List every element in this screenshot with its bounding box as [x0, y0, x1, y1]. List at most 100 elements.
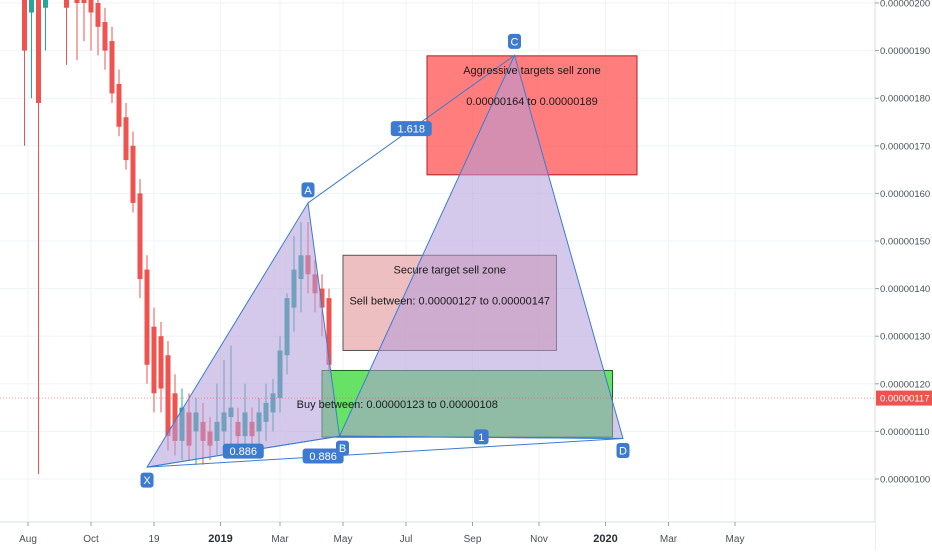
- candle: [158, 321, 164, 413]
- point-label-text: D: [619, 446, 627, 458]
- time-tick-label: May: [334, 534, 353, 545]
- ratio-label: 0.886: [302, 448, 344, 464]
- candle: [29, 0, 34, 99]
- ratio-label-text: 0.886: [309, 451, 337, 463]
- time-tick-label: Mar: [660, 534, 678, 545]
- time-tick-label: May: [726, 534, 745, 545]
- ratio-label-text: 1: [478, 432, 484, 444]
- time-axis[interactable]: Aug Oct 19 2019 Mar May Jul Sep Nov 2020 Mar May: [0, 521, 875, 550]
- time-tick-label: Jul: [400, 534, 413, 545]
- candle-body: [43, 0, 48, 8]
- zone-labels-layer: Aggressive targets sell zone 0.00000164 t…: [297, 65, 601, 411]
- candle-body: [64, 0, 69, 8]
- price-tick-label: 0.00000160: [880, 189, 930, 200]
- pattern-line-XD: [146, 438, 624, 468]
- point-label-text: A: [304, 185, 312, 197]
- pattern-point-b[interactable]: B: [336, 440, 349, 456]
- candle-body: [95, 3, 101, 27]
- candle-body: [319, 288, 325, 308]
- candle-body: [109, 41, 115, 94]
- time-tick-label: Oct: [83, 534, 99, 545]
- candle-body: [130, 145, 136, 203]
- time-tick-label: Nov: [530, 534, 548, 545]
- candle-body: [116, 83, 122, 127]
- price-tick-label: 0.00000150: [880, 237, 930, 248]
- candle-body: [137, 193, 143, 280]
- point-label-bg: [508, 33, 521, 49]
- candle: [64, 0, 69, 65]
- candle-body: [88, 0, 94, 13]
- candle-body: [102, 22, 108, 51]
- pattern-point-c[interactable]: C: [508, 33, 521, 49]
- ratio-label-bg: [222, 443, 264, 459]
- price-tick-label: 0.00000130: [880, 332, 930, 343]
- candle-body: [172, 393, 178, 441]
- price-tick-label: 0.00000200: [880, 0, 930, 10]
- ratio-label-text: 0.886: [229, 446, 257, 458]
- ratio-label-bg: [390, 121, 432, 137]
- candle: [130, 131, 136, 213]
- pattern-point-x[interactable]: X: [140, 472, 154, 488]
- candle: [95, 0, 101, 56]
- price-tick-label: 0.00000190: [880, 46, 930, 57]
- time-axis-bg: [0, 522, 875, 550]
- time-tick-label: 2019: [208, 533, 232, 545]
- point-label-bg: [616, 443, 630, 459]
- candle: [88, 0, 94, 51]
- candle: [109, 26, 115, 103]
- time-tick-label: Mar: [271, 534, 289, 545]
- candle: [22, 0, 27, 146]
- candle: [43, 0, 48, 51]
- price-tick-label: 0.00000100: [880, 475, 930, 486]
- candle: [137, 179, 143, 299]
- candle-body: [158, 336, 164, 389]
- candle: [36, 0, 41, 475]
- pattern-point-d[interactable]: D: [616, 443, 630, 459]
- point-label-bg: [301, 182, 315, 198]
- candle-body: [326, 298, 332, 365]
- price-tick-label: 0.00000170: [880, 141, 930, 152]
- candle: [116, 69, 122, 137]
- candle-body: [151, 326, 157, 394]
- candle-body: [29, 0, 34, 13]
- candle: [144, 255, 150, 384]
- ratio-label: 0.886: [222, 443, 264, 459]
- time-tick-label: 19: [148, 534, 160, 545]
- candle-body: [81, 0, 87, 3]
- point-label-text: C: [511, 36, 519, 48]
- zone-detail: Buy between: 0.00000123 to 0.00000108: [297, 399, 498, 411]
- candle-body: [165, 355, 171, 437]
- zone-detail: Sell between: 0.00000127 to 0.00000147: [349, 295, 550, 307]
- price-tick-label: 0.00000180: [880, 94, 930, 105]
- zone-detail: 0.00000164 to 0.00000189: [466, 96, 598, 108]
- point-label-bg: [140, 472, 154, 488]
- candle-body: [74, 0, 80, 3]
- price-tick-label: 0.00000110: [880, 427, 930, 438]
- price-tick-label: 0.00000120: [880, 379, 930, 390]
- harmonic-pattern[interactable]: 0.886 1.618 1 0.886 X A B C D: [140, 33, 630, 488]
- zone-title: Secure target sell zone: [393, 264, 506, 276]
- price-axis-bg: [875, 0, 932, 550]
- candle: [123, 102, 129, 170]
- current-price-tag: [876, 390, 932, 406]
- time-tick-label: Sep: [464, 534, 482, 545]
- ratio-label: 1.618: [390, 121, 432, 137]
- point-label-text: X: [143, 475, 151, 487]
- candle: [74, 0, 80, 61]
- ratio-label-bg: [302, 448, 344, 464]
- candle: [81, 0, 87, 42]
- candle-body: [144, 269, 150, 365]
- candle-body: [36, 0, 41, 103]
- time-tick-label: Aug: [19, 534, 37, 545]
- candle: [102, 7, 108, 70]
- candle: [151, 307, 157, 413]
- ratio-label-text: 1.618: [397, 124, 425, 136]
- point-label-bg: [336, 440, 349, 456]
- ratio-label: 1: [473, 429, 489, 445]
- candle-body: [123, 117, 129, 161]
- current-price-label: 0.00000117: [880, 394, 930, 405]
- pattern-point-a[interactable]: A: [301, 182, 315, 198]
